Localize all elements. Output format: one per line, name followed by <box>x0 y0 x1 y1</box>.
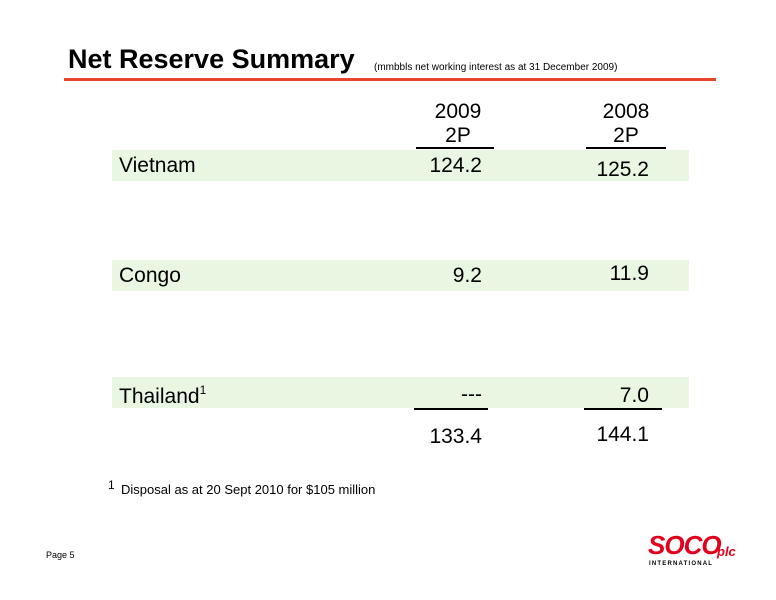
footnote-ref: 1 <box>199 383 207 397</box>
page-number: Page 5 <box>46 550 75 560</box>
title-rule <box>64 78 716 81</box>
column-year: 2009 <box>434 100 482 123</box>
column-header-2008: 2008 2P <box>576 100 676 148</box>
page-title: Net Reserve Summary <box>68 44 355 74</box>
column-underline-2008 <box>586 147 666 149</box>
row-band-vietnam <box>112 150 689 181</box>
column-type: 2P <box>445 124 471 147</box>
column-year: 2008 <box>602 100 650 123</box>
column-header-2009: 2009 2P <box>408 100 508 148</box>
logo-tagline: INTERNATIONAL <box>649 561 713 567</box>
footnote-mark: 1 <box>108 478 115 492</box>
row-label-vietnam: Vietnam <box>119 154 196 177</box>
row-label-congo: Congo <box>119 264 181 287</box>
row-band-congo <box>112 260 689 291</box>
row-label-text: Thailand <box>119 385 200 408</box>
logo-brand: SOCO <box>648 530 721 560</box>
logo-suffix: plc <box>716 544 737 559</box>
value-congo-2008: 11.9 <box>609 262 649 285</box>
soco-logo: SOCO plc INTERNATIONAL <box>648 530 737 567</box>
value-thailand-2008: 7.0 <box>619 384 649 407</box>
column-underline-2009 <box>416 147 494 149</box>
row-band-thailand <box>112 377 689 408</box>
total-2008: 144.1 <box>596 423 649 446</box>
total-underline-2008 <box>584 408 662 410</box>
row-label-thailand: Thailand1 <box>119 383 207 409</box>
value-congo-2009: 9.2 <box>452 264 482 287</box>
total-underline-2009 <box>414 408 488 410</box>
footnote-text: Disposal as at 20 Sept 2010 for $105 mil… <box>121 482 376 497</box>
value-vietnam-2008: 125.2 <box>596 158 649 181</box>
value-thailand-2009: --- <box>461 383 482 406</box>
value-vietnam-2009: 124.2 <box>429 154 482 177</box>
column-type: 2P <box>613 124 639 147</box>
page-subtitle: (mmbbls net working interest as at 31 De… <box>374 62 618 73</box>
total-2009: 133.4 <box>429 425 482 448</box>
